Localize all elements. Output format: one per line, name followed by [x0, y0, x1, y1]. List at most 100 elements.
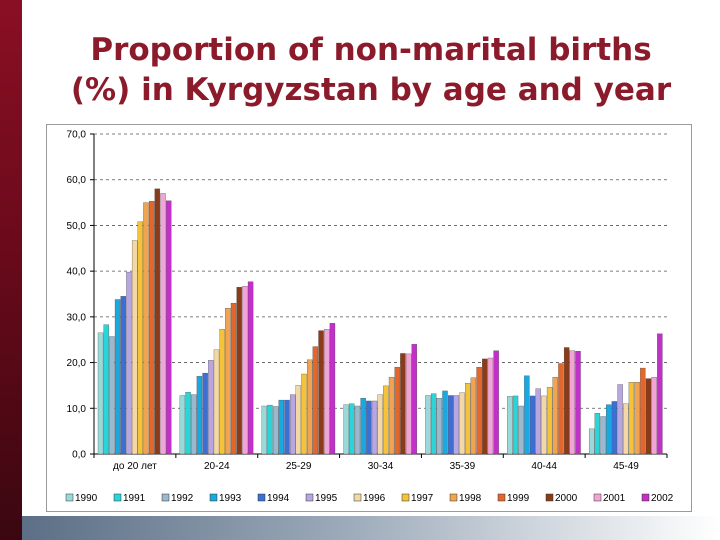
x-category-label: 40-44	[531, 461, 557, 472]
bar-1994-5	[529, 395, 536, 455]
legend-label-1994: 1994	[267, 493, 290, 504]
bar-1993-0	[114, 299, 121, 455]
bar-1996-2	[295, 385, 302, 455]
bar-1999-0	[148, 201, 155, 455]
bar-series-group	[97, 188, 663, 455]
bar-1990-0	[97, 332, 104, 455]
legend-label-1992: 1992	[171, 493, 194, 504]
bar-1991-1	[185, 392, 191, 455]
bar-2000-6	[645, 378, 652, 455]
bar-1995-1	[208, 360, 214, 455]
y-tick-label: 0,0	[72, 450, 86, 461]
bar-1999-5	[558, 363, 564, 455]
bar-1997-3	[383, 385, 389, 455]
bar-2001-2	[324, 329, 330, 455]
bar-1992-4	[436, 398, 443, 455]
bar-1999-6	[640, 367, 646, 455]
bar-1990-2	[261, 405, 267, 455]
bar-1997-0	[137, 221, 144, 455]
bar-2002-3	[411, 344, 417, 455]
bar-2000-4	[482, 358, 488, 455]
bar-2000-3	[400, 353, 406, 455]
legend-label-2001: 2001	[603, 493, 626, 504]
bar-1990-5	[507, 396, 513, 455]
legend: 1990 1991 1992 1993 1994 1995 1996 1997 1998 1999…	[65, 493, 674, 504]
bar-2002-1	[247, 281, 254, 455]
bar-1993-3	[360, 398, 366, 455]
x-category-label: 45-49	[613, 461, 639, 472]
legend-label-1991: 1991	[123, 493, 146, 504]
bar-1999-3	[394, 366, 400, 455]
bar-1991-2	[267, 404, 273, 455]
bar-1991-0	[103, 324, 109, 455]
bar-2000-5	[563, 347, 570, 455]
bar-1993-5	[524, 375, 530, 455]
bar-2002-5	[575, 350, 581, 455]
x-category-label: 30-34	[368, 461, 394, 472]
bar-1994-4	[447, 395, 454, 455]
bar-1993-1	[196, 376, 203, 455]
bar-1997-6	[628, 382, 635, 455]
legend-label-1999: 1999	[507, 493, 530, 504]
bar-1995-0	[126, 271, 132, 455]
y-tick-label: 20,0	[67, 358, 87, 369]
bar-1995-2	[289, 394, 296, 455]
bar-1994-3	[366, 400, 372, 455]
bar-1993-2	[278, 399, 284, 455]
bar-1996-3	[377, 394, 383, 455]
bar-1998-3	[388, 377, 395, 455]
bar-1994-6	[611, 401, 618, 455]
bar-1999-1	[230, 302, 237, 455]
bar-1994-0	[120, 296, 126, 455]
legend-swatch-1992	[161, 493, 170, 502]
bar-1998-2	[307, 359, 313, 455]
bar-1998-1	[225, 308, 231, 455]
slide-bottom-gradient-bar	[22, 516, 720, 540]
legend-swatch-2000	[545, 493, 554, 502]
bar-1997-1	[219, 329, 225, 455]
bar-2001-3	[405, 353, 412, 455]
bar-1996-1	[213, 349, 220, 455]
legend-swatch-1991	[113, 493, 122, 502]
bar-1990-3	[343, 404, 349, 455]
legend-label-1997: 1997	[411, 493, 434, 504]
slide-title: Proportion of non-marital births (%) in …	[22, 30, 720, 110]
legend-swatch-1998	[449, 493, 458, 502]
slide-title-line-1: Proportion of non-marital births	[90, 32, 652, 68]
bar-1992-0	[109, 336, 115, 455]
gridlines	[94, 133, 667, 409]
bar-2001-0	[160, 193, 166, 455]
y-tick-label: 70,0	[67, 130, 87, 141]
legend-swatch-1999	[497, 493, 506, 502]
bar-1995-6	[617, 384, 623, 455]
bar-1997-5	[546, 387, 553, 455]
bar-1991-3	[349, 403, 355, 455]
bar-2001-6	[651, 377, 657, 455]
bar-2000-2	[318, 330, 324, 455]
bar-1999-4	[476, 366, 482, 455]
bar-1994-1	[202, 372, 208, 455]
y-tick-label: 10,0	[67, 404, 87, 415]
legend-label-1990: 1990	[75, 493, 98, 504]
bar-1996-6	[623, 403, 629, 455]
x-category-label: 35-39	[450, 461, 476, 472]
bar-1996-0	[131, 240, 138, 455]
bar-1995-3	[371, 400, 378, 455]
legend-label-1993: 1993	[219, 493, 242, 504]
bar-1998-4	[470, 377, 477, 455]
legend-swatch-2002	[641, 493, 650, 502]
bar-1991-5	[512, 395, 519, 455]
bar-1990-1	[179, 395, 186, 455]
legend-swatch-1996	[353, 493, 362, 502]
bar-1992-1	[191, 394, 197, 455]
legend-label-2002: 2002	[651, 493, 674, 504]
bar-1998-5	[552, 377, 558, 455]
legend-swatch-1993	[209, 493, 218, 502]
legend-label-1998: 1998	[459, 493, 482, 504]
bar-1992-2	[272, 406, 279, 455]
legend-label-2000: 2000	[555, 493, 578, 504]
bar-2002-2	[329, 323, 336, 455]
bar-2000-0	[154, 188, 161, 455]
y-tick-label: 60,0	[67, 175, 87, 186]
